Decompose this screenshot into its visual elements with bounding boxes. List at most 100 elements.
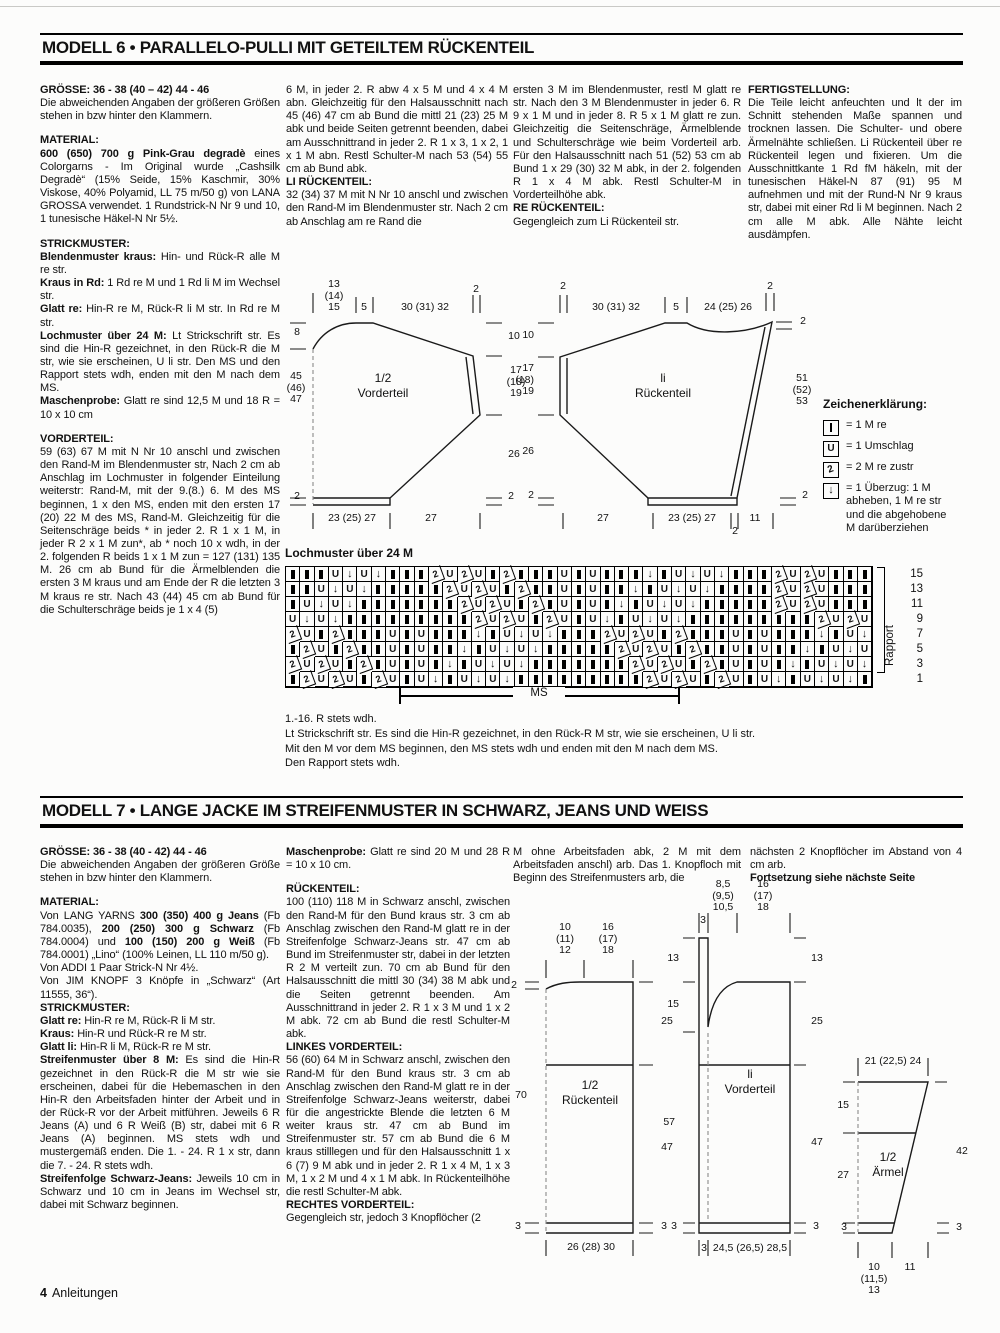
measure-label: 57 (663, 1116, 675, 1128)
chart-row-number: 15 (910, 568, 923, 580)
chart-cell: ↓ (486, 657, 501, 672)
chart-cell: U (586, 612, 601, 627)
legend-item: ↓ = 1 Überzug: 1 M abheben, 1 M re str un… (823, 482, 995, 536)
chart-cell: ↓ (314, 597, 329, 612)
chart-cell (500, 582, 515, 597)
chart-cell: U (486, 582, 501, 597)
schematic-m7-sleeve: 21 (22,5) 24 15 27 3 42 3 10 (11,5) 13 1… (835, 1010, 995, 1310)
chart-cell: ↓ (857, 627, 873, 642)
chart-row-number: 13 (910, 583, 923, 595)
chart-cell (543, 657, 558, 672)
chart-cell: U (657, 582, 673, 597)
chart-cell (471, 642, 487, 657)
legend-item-text: = 1 M re (846, 418, 887, 431)
chart-cell: U (500, 657, 515, 672)
chart-cell (700, 627, 715, 642)
chart-cell: U (643, 597, 658, 612)
chart-cell (614, 582, 630, 597)
chart-cell: U (300, 597, 315, 612)
chart-cell (529, 582, 544, 597)
measure-label: 25 (811, 1015, 823, 1027)
schematic-piece-name: li Vorderteil (724, 1067, 776, 1096)
chart-cell (357, 612, 372, 627)
chart-cell: U (757, 627, 773, 642)
chart-cell: U (343, 582, 358, 597)
chart-cell (457, 627, 472, 642)
chart-cell (571, 567, 587, 582)
chart-cell: U (414, 627, 429, 642)
chart-row-number: 7 (916, 628, 923, 640)
chart-cell (286, 597, 301, 612)
chart-cell: U (643, 627, 658, 642)
measure-label: 10 (508, 330, 520, 342)
chart-cell: ↓ (643, 612, 658, 627)
chart-cell (571, 657, 587, 672)
chart-cell: U (457, 582, 472, 597)
chart-cell: U (357, 567, 372, 582)
chart-cell (557, 642, 572, 657)
measure-label: 25 (661, 1015, 673, 1027)
chart-cell (843, 597, 858, 612)
chart-note: Den Rapport stets wdh. (285, 757, 400, 770)
chart-cell (700, 672, 715, 687)
chart-cell: ↓ (672, 582, 687, 597)
chart-cell: U (300, 627, 315, 642)
chart-cell (714, 612, 730, 627)
chart-cell (371, 642, 387, 657)
chart-cell (400, 612, 415, 627)
model7-header: MODELL 7 • LANGE JACKE IM STREIFENMUSTER… (40, 796, 963, 828)
chart-cell (800, 657, 815, 672)
chart-cell: U (657, 612, 673, 627)
chart-cell: U (757, 672, 773, 687)
measure-label: 13 (667, 952, 679, 964)
chart-cell: U (729, 657, 744, 672)
lace-chart: Lochmuster über 24 M U ↓ U ↓ 2 U 2 U 2 U U ↓ U ↓ U ↓ 2 U 2… (283, 546, 985, 769)
model7-column-4: nächsten 2 Knopflöcher im Abstand von 4 … (750, 846, 962, 885)
chart-cell (757, 612, 773, 627)
page-trim-line (0, 6, 1000, 7)
chart-cell: U (643, 657, 658, 672)
measure-label: 16 (17) 18 (598, 921, 618, 956)
chart-cell: U (314, 672, 329, 687)
chart-cell: U (328, 657, 344, 672)
chart-cell (600, 642, 615, 657)
chart-cell: U (443, 567, 458, 582)
chart-cell: ↓ (843, 642, 858, 657)
chart-cell: ↓ (514, 627, 530, 642)
measure-label: 10 (11) 12 (556, 921, 574, 956)
page-number: 4 (40, 1286, 47, 1300)
chart-cell (843, 582, 858, 597)
chart-cell: ↓ (800, 642, 815, 657)
chart-cell (743, 642, 758, 657)
measure-label: 2 (767, 280, 773, 292)
measure-label: 51 (52) 53 (792, 372, 812, 407)
chart-cell: U (814, 657, 830, 672)
measure-label: 8,5 (9,5) 10,5 (712, 878, 734, 913)
legend-item-text: = 1 Überzug: 1 M abheben, 1 M re str und… (846, 481, 947, 535)
chart-cell (300, 582, 315, 597)
chart-cell (857, 582, 873, 597)
chart-cell (829, 582, 844, 597)
legend-item-text: = 1 Umschlag (846, 439, 914, 452)
chart-cell: U (686, 582, 701, 597)
chart-cell: U (514, 642, 530, 657)
chart-cell (600, 567, 615, 582)
chart-notes: 1.-16. R stets wdh. Lt Strickschrift str… (285, 712, 945, 771)
chart-cell: U (314, 582, 329, 597)
measure-label: 26 (508, 448, 520, 460)
chart-cell: ↓ (471, 627, 487, 642)
chart-cell (729, 597, 744, 612)
chart-cell (514, 567, 530, 582)
schematic-m7-front: 3 8,5 (9,5) 10,5 16 (17) 18 13 15 57 3 1… (655, 875, 823, 1300)
measure-label: 2 (560, 280, 566, 292)
chart-cell (400, 657, 415, 672)
chart-cell (743, 627, 758, 642)
chart-cell (529, 612, 544, 627)
chart-cell: ↓ (343, 567, 358, 582)
chart-cell: U (557, 612, 572, 627)
chart-cell (428, 642, 444, 657)
chart-cell (428, 582, 444, 597)
chart-cell (629, 597, 644, 612)
chart-cell: U (757, 657, 773, 672)
measure-label: 24 (25) 26 (704, 301, 752, 313)
